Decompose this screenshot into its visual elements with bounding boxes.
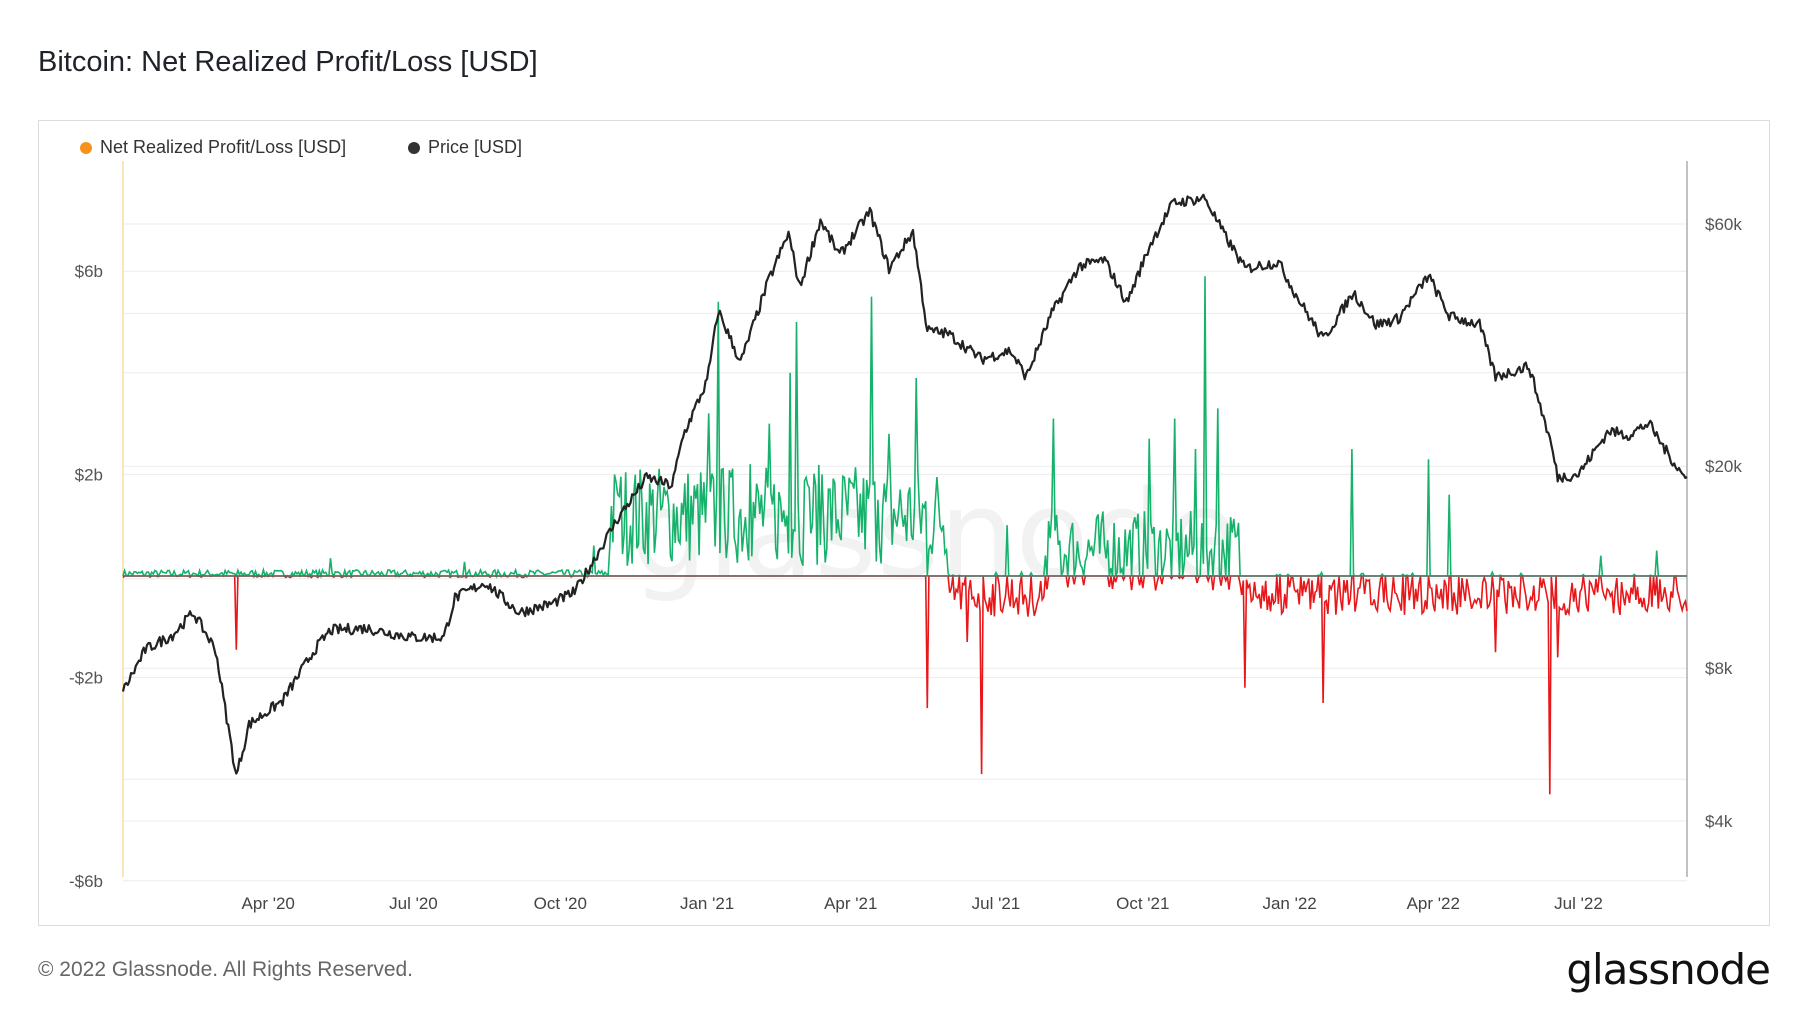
chart-svg: glassnode$6b$2b-$2b-$6b$60k$20k$8k$4kApr… [69, 161, 1742, 913]
x-tick-label: Jul '21 [972, 894, 1021, 913]
legend-dot-nrpl-icon [80, 141, 92, 154]
right-tick-label: $20k [1705, 457, 1742, 476]
x-tick-label: Oct '20 [534, 894, 587, 913]
x-tick-label: Jan '22 [1262, 894, 1316, 913]
right-tick-label: $60k [1705, 215, 1742, 234]
legend-label-nrpl: Net Realized Profit/Loss [USD] [100, 137, 347, 157]
right-tick-label: $8k [1705, 659, 1733, 678]
left-tick-label: -$6b [69, 872, 103, 891]
right-tick-label: $4k [1705, 812, 1733, 831]
legend-label-price: Price [USD] [428, 137, 523, 157]
legend-dot-price-icon [408, 141, 420, 154]
x-tick-label: Jul '22 [1554, 894, 1603, 913]
x-tick-label: Apr '20 [242, 894, 295, 913]
glassnode-logo: glassnode [1566, 945, 1771, 994]
nrpl-loss-series [122, 573, 1688, 795]
left-tick-label: $6b [75, 262, 103, 281]
x-tick-label: Jul '20 [389, 894, 438, 913]
copyright-footer: © 2022 Glassnode. All Rights Reserved. [38, 958, 414, 981]
legend-item-nrpl[interactable]: Net Realized Profit/Loss [USD] [80, 137, 346, 158]
legend-item-price[interactable]: Price [USD] [408, 137, 522, 158]
chart-frame: glassnode $6b $2b -$2b -$6b $60k $20k $8k $4k Apr… [38, 120, 1770, 926]
x-tick-label: Oct '21 [1116, 894, 1169, 913]
x-tick-label: Apr '22 [1407, 894, 1460, 913]
chart-title: Bitcoin: Net Realized Profit/Loss [USD] [38, 46, 538, 78]
left-tick-label: $2b [75, 465, 103, 484]
price-series [121, 193, 1688, 775]
x-tick-label: Apr '21 [824, 894, 877, 913]
left-tick-label: -$2b [69, 669, 103, 688]
x-tick-label: Jan '21 [680, 894, 734, 913]
